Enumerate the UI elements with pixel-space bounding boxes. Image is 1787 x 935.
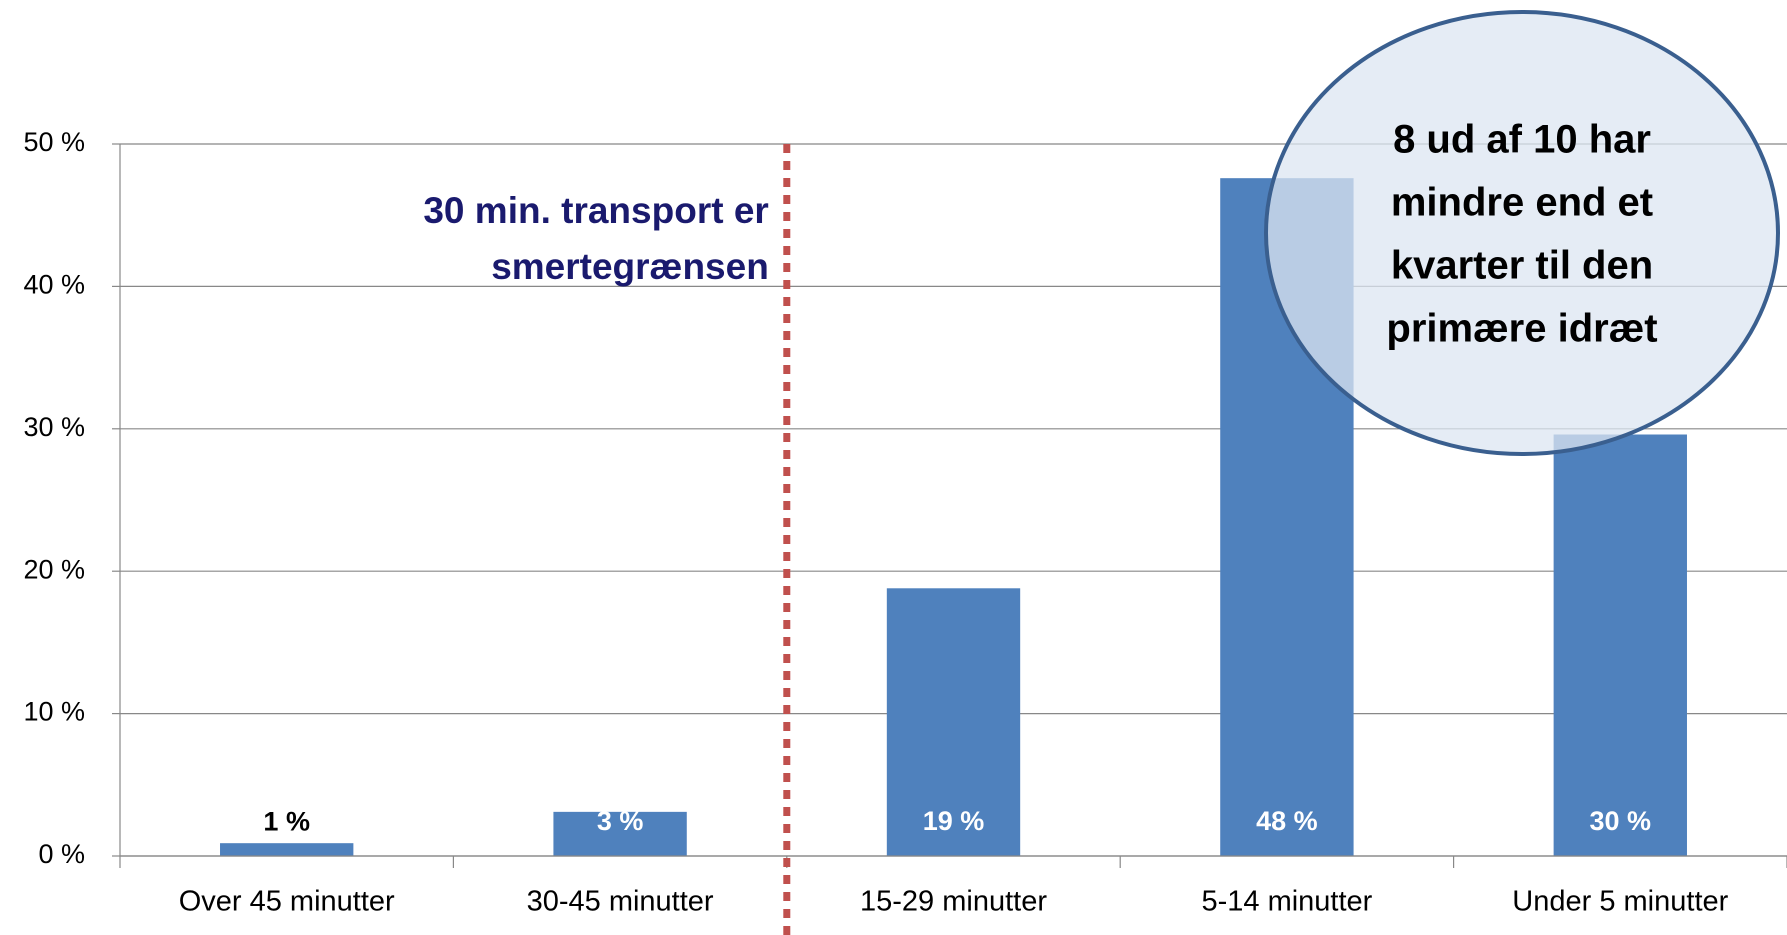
callout-text: 8 ud af 10 har [1393, 118, 1651, 162]
value-label: 48 % [1256, 806, 1318, 836]
bar [886, 588, 1021, 856]
callout-text: primære idræt [1386, 307, 1657, 351]
value-label: 3 % [597, 806, 644, 836]
y-tick-label: 20 % [23, 554, 85, 584]
x-tick-label: Over 45 minutter [179, 886, 395, 918]
callout-text: mindre end et [1391, 181, 1653, 225]
value-label: 1 % [263, 806, 310, 836]
x-tick-label: 15-29 minutter [860, 886, 1047, 918]
annotation: smertegrænsen [491, 246, 769, 287]
x-tick-label: Under 5 minutter [1512, 886, 1728, 918]
bar [1553, 434, 1687, 856]
x-tick-label: 5-14 minutter [1201, 886, 1372, 918]
y-tick-label: 30 % [23, 412, 85, 442]
y-tick-label: 0 % [38, 839, 85, 869]
y-tick-label: 10 % [23, 697, 85, 727]
bar [553, 811, 687, 856]
callout-text: kvarter til den [1391, 244, 1653, 288]
y-tick-label: 50 % [23, 127, 85, 157]
bar [220, 843, 354, 856]
y-tick-label: 40 % [23, 270, 85, 300]
annotation: 30 min. transport er [423, 190, 768, 231]
callout-circle [1264, 10, 1780, 456]
value-label: 30 % [1590, 806, 1652, 836]
value-label: 19 % [923, 806, 985, 836]
x-tick-label: 30-45 minutter [527, 886, 714, 918]
